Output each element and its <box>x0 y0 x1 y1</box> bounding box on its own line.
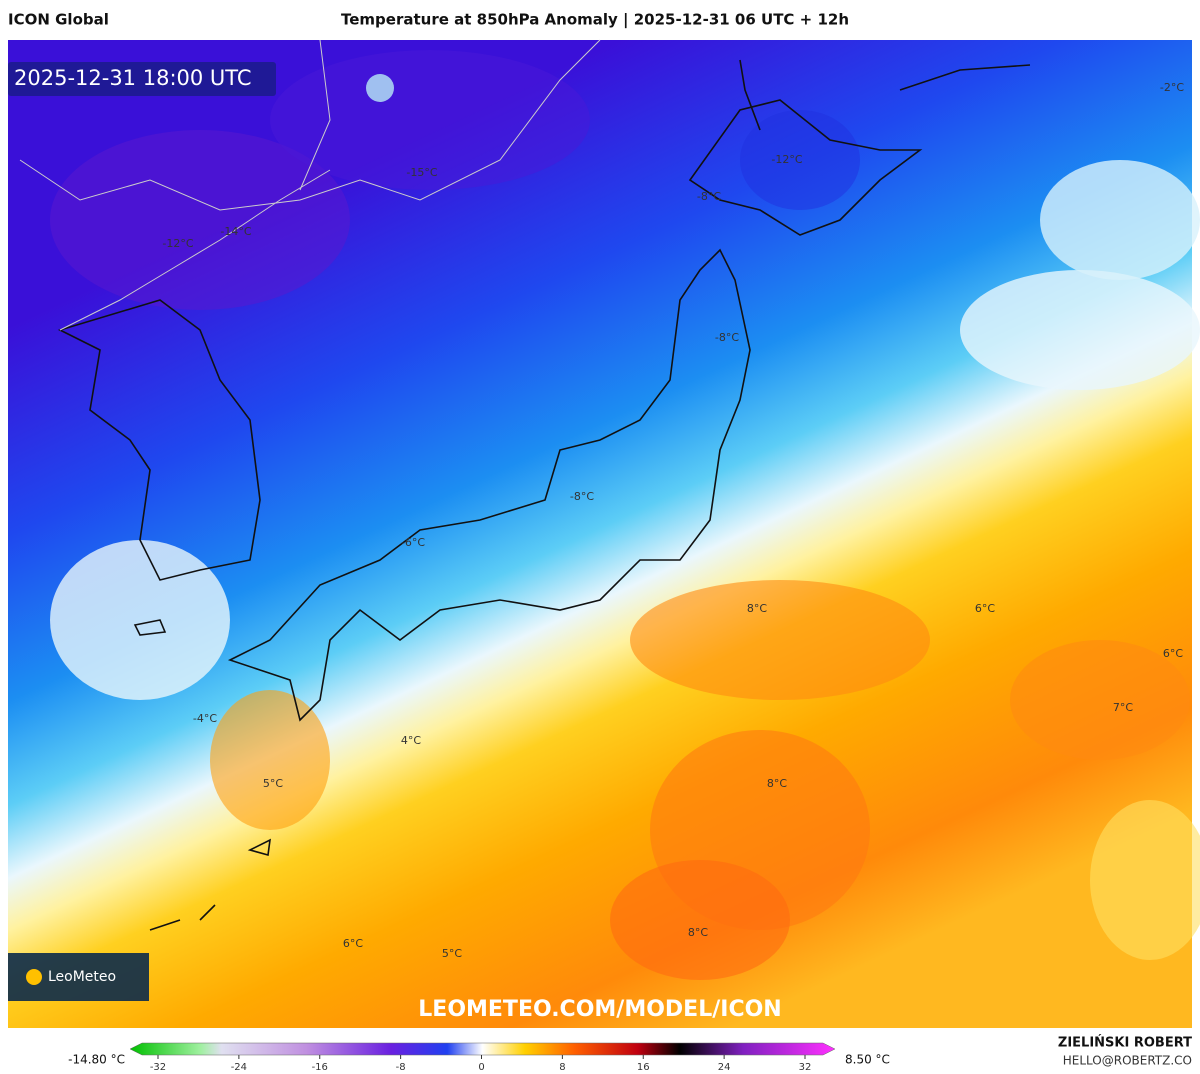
map-label: -8°C <box>570 490 594 503</box>
colorbar-tick-label: -16 <box>312 1062 328 1073</box>
map-label: -6°C <box>401 536 425 549</box>
map-label: -12°C <box>771 153 802 166</box>
map-label: -12°C <box>162 237 193 250</box>
map-label: 8°C <box>767 777 787 790</box>
colorbar-tick-label: 32 <box>799 1062 812 1073</box>
colorbar-tick-label: 24 <box>718 1062 731 1073</box>
map-label: 8°C <box>747 602 767 615</box>
colorbar-tick-label: -8 <box>396 1062 406 1073</box>
map-label: 4°C <box>401 734 421 747</box>
map-label: -4°C <box>193 712 217 725</box>
map-label: -14°C <box>220 225 251 238</box>
timestamp: 2025-12-31 18:00 UTC <box>14 66 252 90</box>
colorbar-ticks: -32 -24 -16 -8 0 8 16 24 32 <box>150 1055 812 1073</box>
colorbar-tick-label: -24 <box>231 1062 247 1073</box>
map-label: -2°C <box>1160 81 1184 94</box>
borders <box>19 39 601 331</box>
map-label: 7°C <box>1113 701 1133 714</box>
colorbar-tick-label: 16 <box>637 1062 650 1073</box>
logo: LeoMeteo <box>48 969 116 985</box>
watermark: LEOMETEO.COM/MODEL/ICON <box>418 997 781 1022</box>
map-label: 6°C <box>1163 647 1183 660</box>
colorbar-max: 8.50 °C <box>845 1053 890 1067</box>
colorbar-tick-label: 8 <box>559 1062 565 1073</box>
map-label: 6°C <box>343 937 363 950</box>
email: HELLO@ROBERTZ.CO <box>1063 1054 1192 1068</box>
coastlines <box>57 59 1031 931</box>
map-label: 5°C <box>442 947 462 960</box>
map-label: -8°C <box>697 190 721 203</box>
map-label: 8°C <box>688 926 708 939</box>
map-label: 5°C <box>263 777 283 790</box>
model-name: ICON Global <box>8 11 109 29</box>
colorbar-min: -14.80 °C <box>68 1053 125 1067</box>
map-background <box>8 40 1200 1028</box>
map-label: -8°C <box>715 331 739 344</box>
map-label: -15°C <box>406 166 437 179</box>
timestamp-box <box>8 62 276 96</box>
logo-sun <box>26 969 42 985</box>
colorbar <box>129 1042 836 1056</box>
map-title: Temperature at 850hPa Anomaly | 2025-12-… <box>341 11 849 30</box>
map-labels: -2°C -12°C -15°C -8°C -12°C -14°C -8°C -8°C -6°C… <box>162 81 1184 960</box>
map-label: 6°C <box>975 602 995 615</box>
colorbar-tick-label: 0 <box>478 1062 484 1073</box>
colorbar-tick-label: -32 <box>150 1062 166 1073</box>
author: ZIELIŃSKI ROBERT <box>1058 1035 1192 1051</box>
